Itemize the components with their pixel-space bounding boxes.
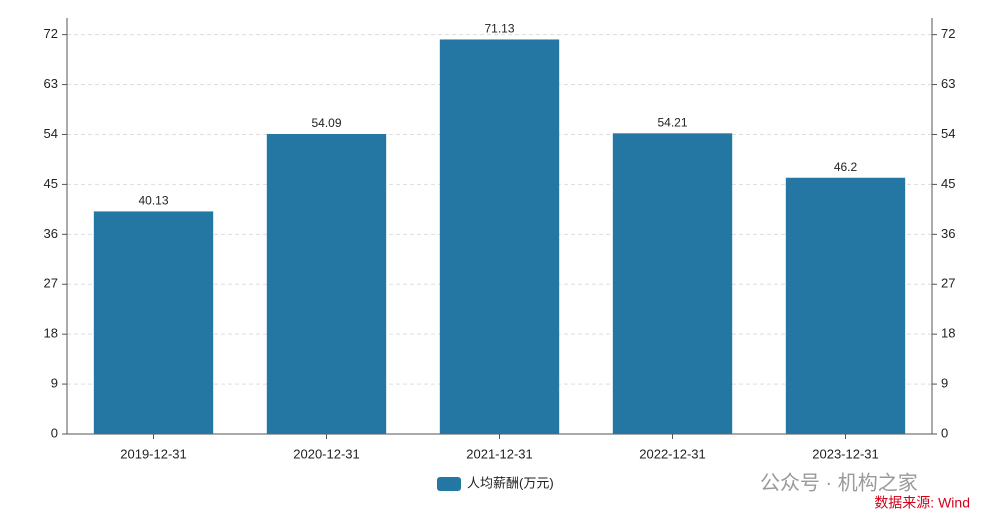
y2-tick-label: 18 [941, 326, 955, 341]
watermark: 公众号 · 机构之家 [760, 471, 918, 494]
bar [785, 177, 906, 434]
bar [266, 133, 387, 434]
y-tick-label: 9 [51, 376, 58, 391]
y2-tick-label: 36 [941, 226, 955, 241]
y-tick-label: 18 [44, 326, 58, 341]
x-tick-label: 2019-12-31 [120, 446, 187, 461]
y-tick-label: 36 [44, 226, 58, 241]
bar [93, 211, 214, 434]
y-tick-label: 45 [44, 176, 58, 191]
x-tick-label: 2023-12-31 [812, 446, 879, 461]
value-label: 40.13 [138, 194, 168, 208]
value-label: 71.13 [484, 22, 514, 36]
x-tick-label: 2022-12-31 [639, 446, 706, 461]
y2-tick-label: 9 [941, 376, 948, 391]
value-label: 46.2 [834, 160, 858, 174]
y2-tick-label: 54 [941, 126, 955, 141]
y2-tick-label: 0 [941, 425, 948, 440]
y2-tick-label: 45 [941, 176, 955, 191]
y-tick-label: 27 [44, 276, 58, 291]
bar [439, 39, 560, 434]
bar [612, 133, 733, 435]
source: 数据来源: Wind [874, 495, 970, 511]
x-tick-label: 2021-12-31 [466, 446, 533, 461]
y-tick-label: 63 [44, 76, 58, 91]
value-label: 54.09 [311, 116, 341, 130]
y2-tick-label: 27 [941, 276, 955, 291]
y-tick-label: 0 [51, 425, 58, 440]
y2-tick-label: 63 [941, 76, 955, 91]
legend-swatch [437, 477, 461, 491]
y-tick-label: 54 [44, 126, 58, 141]
y2-tick-label: 72 [941, 26, 955, 41]
value-label: 54.21 [657, 115, 687, 129]
x-tick-label: 2020-12-31 [293, 446, 360, 461]
y-tick-label: 72 [44, 26, 58, 41]
legend-label: 人均薪酬(万元) [467, 475, 554, 490]
